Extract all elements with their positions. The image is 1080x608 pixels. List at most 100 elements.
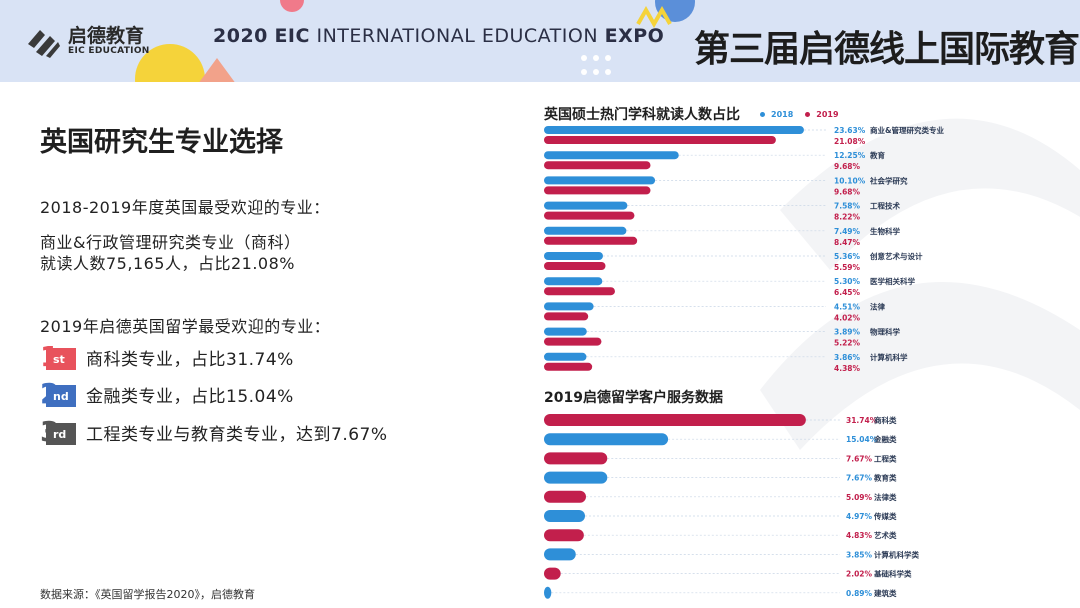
chart1-bar-2018 xyxy=(544,327,587,336)
expo-mid: INTERNATIONAL EDUCATION xyxy=(316,25,599,47)
eic-logo-icon xyxy=(28,30,60,58)
chart1-bar-2019 xyxy=(544,337,602,346)
chart2-category-label: 传媒类 xyxy=(873,511,897,521)
decor-zigzag xyxy=(636,5,672,28)
chart2-value-label: 2.02% xyxy=(846,570,873,579)
chart2-category-label: 工程类 xyxy=(874,453,897,463)
chart1-value-2019: 8.22% xyxy=(834,213,861,222)
chart2-value-label: 7.67% xyxy=(846,474,873,483)
chart2-bar xyxy=(544,529,584,542)
expo-end: EXPO xyxy=(604,25,665,47)
chart1-value-2019: 21.08% xyxy=(834,137,866,146)
text-line-1: 2018-2019年度英国最受欢迎的专业： xyxy=(40,198,330,217)
chart1-category-label: 商业&管理研究类专业 xyxy=(870,125,945,135)
chart2-value-label: 4.97% xyxy=(846,512,873,521)
chart2-value-label: 15.04% xyxy=(846,435,878,444)
chart2-bar xyxy=(544,548,576,561)
chart1-bar-2019 xyxy=(544,362,593,371)
chart1-bar-2018 xyxy=(544,302,594,311)
chart2-bar xyxy=(544,567,561,580)
chart1-value-2018: 5.30% xyxy=(834,277,861,286)
chart1-bar-2019 xyxy=(544,211,635,220)
chart2-category-label: 建筑类 xyxy=(873,588,897,598)
chart1-value-2018: 3.89% xyxy=(834,328,861,337)
chart1-category-label: 生物科学 xyxy=(870,226,900,236)
rank-badge-2: 2 nd xyxy=(40,378,76,408)
decor-triangle xyxy=(195,58,239,82)
chart1-bar-2018 xyxy=(544,126,804,134)
rank-item-2: 2 nd 金融类专业，占比15.04% xyxy=(40,378,294,408)
chart1-value-2019: 4.02% xyxy=(834,313,861,322)
chart1-category-label: 物理科学 xyxy=(870,327,900,337)
chart1-category-label: 医学相关科学 xyxy=(870,276,915,286)
chart2-category-label: 计算机科学类 xyxy=(874,549,919,559)
background-watermark xyxy=(760,118,1080,450)
chart1-value-2018: 23.63% xyxy=(834,126,866,135)
logo-cn-text: 启德教育 xyxy=(68,25,145,47)
header-banner: 启德教育 EIC EDUCATION 2020 EIC INTERNATIONA… xyxy=(0,0,1080,82)
chart1-bar-2018 xyxy=(544,151,679,160)
chart2-category-label: 法律类 xyxy=(874,492,897,502)
chart1-bar-2019 xyxy=(544,161,651,170)
chart2-value-label: 0.89% xyxy=(846,589,873,598)
text-line-4: 2019年启德英国留学最受欢迎的专业： xyxy=(40,317,331,336)
chart1-value-2018: 7.49% xyxy=(834,227,861,236)
rank-badge-1: 1 st xyxy=(40,341,76,371)
chart2-title: 2019启德留学客户服务数据 xyxy=(544,390,723,406)
rank-badge-3: 3 rd xyxy=(40,416,76,446)
chart1-legend: 2018 2019 xyxy=(760,110,839,119)
chart1-value-2019: 5.59% xyxy=(834,263,861,272)
rank-item-1: 1 st 商科类专业，占比31.74% xyxy=(40,341,294,371)
data-source: 数据来源：《英国留学报告2020》，启德教育 xyxy=(40,588,255,601)
decor-circle-pink xyxy=(280,0,304,12)
chart2-bar xyxy=(544,586,552,599)
chart1-value-2019: 6.45% xyxy=(834,288,861,297)
chart1-svg: 23.63% 商业&管理研究类专业 21.08% 12.25% 教育 9.68% 10.10… xyxy=(544,125,945,373)
legend-label-2018: 2018 xyxy=(771,110,794,119)
chart1-category-label: 教育 xyxy=(869,150,885,160)
chart2-category-label: 教育类 xyxy=(873,473,897,483)
chart1-bar-2018 xyxy=(544,352,587,361)
chart2-category-label: 商科类 xyxy=(874,415,897,425)
chart1-bar-2018 xyxy=(544,252,603,260)
chart2-value-label: 5.09% xyxy=(846,493,873,502)
chart1-bar-2018 xyxy=(544,226,627,235)
chart1-value-2018: 7.58% xyxy=(834,202,861,211)
chart2-bar xyxy=(544,433,669,446)
decor-dots xyxy=(581,55,611,75)
chart2-category-label: 基础科学类 xyxy=(873,569,912,579)
legend-label-2019: 2019 xyxy=(816,110,839,119)
rank-item-3: 3 rd 工程类专业与教育类专业，达到7.67% xyxy=(40,416,388,446)
chart1-bar-2019 xyxy=(544,186,651,195)
chart1-value-2019: 8.47% xyxy=(834,238,861,247)
chart1-bar-2019 xyxy=(544,312,589,321)
chart1-bar-2018 xyxy=(544,277,603,286)
chart1-value-2019: 5.22% xyxy=(834,339,861,348)
page-title: 英国研究生专业选择 xyxy=(40,127,283,158)
chart1-bar-2018 xyxy=(544,201,628,210)
chart2-bar xyxy=(544,510,586,522)
chart1-bar-2019 xyxy=(544,287,615,296)
chart1-value-2018: 12.25% xyxy=(834,151,866,160)
chart1-value-2018: 3.86% xyxy=(834,353,861,362)
rank-text-1: 商科类专业，占比31.74% xyxy=(86,350,294,370)
chart1-title: 英国硕士热门学科就读人数占比 xyxy=(544,107,740,123)
chart1-value-2018: 4.51% xyxy=(834,302,861,311)
chart1-bar-2019 xyxy=(544,236,638,245)
legend-dot-2019 xyxy=(805,112,811,117)
chart1-value-2018: 10.10% xyxy=(834,176,866,185)
chart1-category-label: 计算机科学 xyxy=(870,352,908,362)
chart1-category-label: 工程技术 xyxy=(870,201,900,211)
legend-dot-2018 xyxy=(760,112,765,117)
chart1-value-2019: 9.68% xyxy=(834,162,861,171)
text-line-2: 商业&行政管理研究类专业（商科） xyxy=(40,233,301,252)
chart2-value-label: 4.83% xyxy=(846,531,873,540)
logo-en-text: EIC EDUCATION xyxy=(68,46,150,56)
chart2-category-label: 金融类 xyxy=(873,434,897,444)
chart2-value-label: 3.85% xyxy=(846,550,873,559)
chart2-value-label: 7.67% xyxy=(846,454,873,463)
rank-text-2: 金融类专业，占比15.04% xyxy=(86,387,294,407)
chart1-bar-2018 xyxy=(544,176,656,185)
expo-title: 2020 EIC INTERNATIONAL EDUCATION EXPO xyxy=(213,25,665,47)
chart2-category-label: 艺术类 xyxy=(874,530,897,540)
